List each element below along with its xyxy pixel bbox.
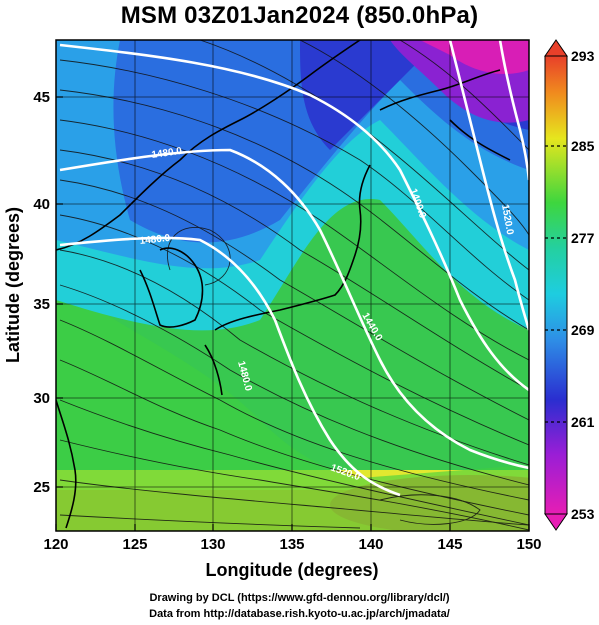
y-tick-label: 25 xyxy=(33,479,50,496)
y-tick-label: 40 xyxy=(33,196,50,213)
x-tick-label: 120 xyxy=(43,536,68,553)
y-tick-label: 45 xyxy=(33,89,50,106)
wind-streamlines xyxy=(59,40,529,531)
y-tick-label: 30 xyxy=(33,390,50,407)
x-tick-label: 130 xyxy=(200,536,225,553)
colorbar-bottom-arrow xyxy=(544,513,568,531)
colorbar-label: 293 xyxy=(571,48,595,64)
x-tick-label: 145 xyxy=(437,536,462,553)
contour-label: 1480.0 xyxy=(139,233,171,247)
x-tick-label: 125 xyxy=(122,536,147,553)
colorbar-scale xyxy=(544,55,568,515)
y-tick-label: 35 xyxy=(33,296,50,313)
colorbar-label: 269 xyxy=(571,322,595,338)
colorbar: 293 285 277 269 261 253 xyxy=(544,39,595,531)
colorbar-label: 253 xyxy=(571,506,595,522)
y-axis-label: Latitude (degrees) xyxy=(3,207,23,363)
x-tick-labels: 120 125 130 135 140 145 150 xyxy=(43,536,541,553)
colorbar-top-arrow xyxy=(544,39,568,57)
credit-drawing: Drawing by DCL (https://www.gfd-dennou.o… xyxy=(149,592,450,604)
colorbar-labels: 293 285 277 269 261 253 xyxy=(571,48,595,522)
coastlines xyxy=(56,40,511,529)
height-contours xyxy=(59,40,529,497)
colorbar-label: 277 xyxy=(571,230,595,246)
credit-data: Data from http://database.rish.kyoto-u.a… xyxy=(149,608,450,620)
x-tick-label: 140 xyxy=(358,536,383,553)
graticule xyxy=(56,40,529,531)
colorbar-label: 285 xyxy=(571,138,595,154)
contour-label: 1480.0 xyxy=(151,146,183,161)
y-tick-labels: 25 30 35 40 45 xyxy=(33,89,50,496)
x-tick-label: 135 xyxy=(279,536,304,553)
x-axis-label: Longitude (degrees) xyxy=(205,560,378,580)
colorbar-label: 261 xyxy=(571,414,595,430)
x-tick-label: 150 xyxy=(516,536,541,553)
axis-ticks xyxy=(55,96,530,531)
page-title: MSM 03Z01Jan2024 (850.0hPa) xyxy=(120,2,479,29)
colorbar-ticks xyxy=(545,145,567,423)
contour-label: 1520.0 xyxy=(499,204,515,236)
